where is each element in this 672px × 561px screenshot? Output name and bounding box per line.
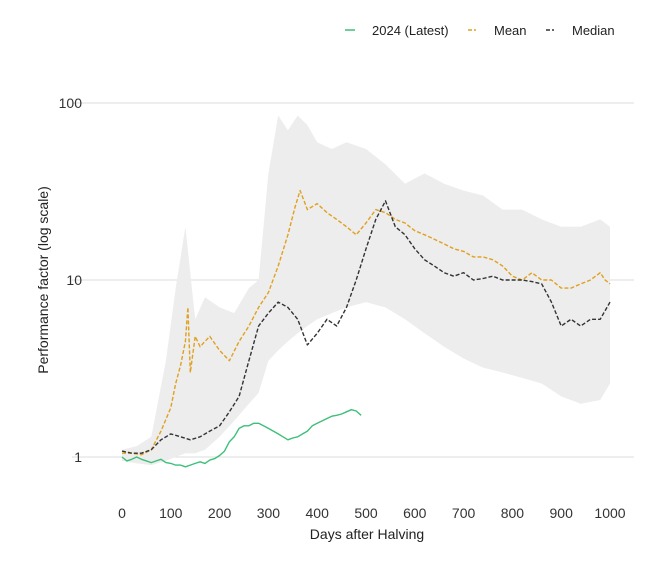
- x-tick-label: 100: [159, 505, 183, 521]
- x-tick-label: 700: [452, 505, 476, 521]
- legend-label-latest: 2024 (Latest): [372, 23, 449, 38]
- x-tick-label: 200: [208, 505, 232, 521]
- x-axis-label: Days after Halving: [310, 526, 424, 542]
- y-tick-label: 1: [74, 449, 82, 465]
- x-tick-label: 0: [118, 505, 126, 521]
- y-tick-label: 100: [59, 95, 83, 111]
- series-line-mean: [122, 189, 611, 456]
- range-band-area: [122, 115, 610, 466]
- y-axis-label: Performance factor (log scale): [35, 186, 51, 374]
- x-tick-label: 300: [257, 505, 281, 521]
- range-band: [122, 115, 610, 466]
- series-line-median: [121, 200, 611, 454]
- x-tick-labels: 0 100 200 300 400 500 600 700 800 900 1000: [118, 505, 626, 521]
- x-tick-label: 900: [550, 505, 574, 521]
- legend-label-median: Median: [572, 23, 615, 38]
- series-line-latest: [121, 409, 362, 468]
- x-tick-label: 800: [501, 505, 525, 521]
- series-lines: [121, 189, 611, 468]
- y-tick-label: 10: [66, 272, 82, 288]
- x-tick-label: 400: [306, 505, 330, 521]
- x-tick-label: 1000: [594, 505, 625, 521]
- legend: 2024 (Latest) Mean Median: [345, 23, 615, 38]
- x-tick-label: 600: [403, 505, 427, 521]
- legend-label-mean: Mean: [494, 23, 527, 38]
- y-tick-labels: 1 10 100: [59, 95, 83, 465]
- x-tick-label: 500: [354, 505, 378, 521]
